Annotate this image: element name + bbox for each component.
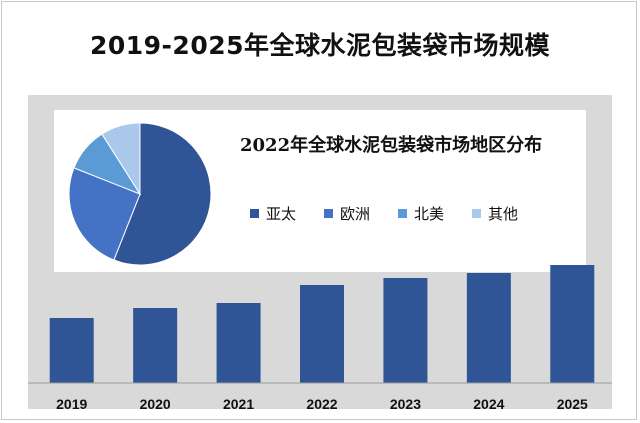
x-axis-ticks: 2019 2020 2021 2022 2023 2024 2025: [56, 396, 588, 412]
x-tick-label: 2021: [223, 396, 254, 412]
legend-swatch: [398, 209, 408, 218]
legend-label: 北美: [414, 205, 445, 223]
x-tick-label: 2022: [306, 396, 337, 412]
bar-2020: [133, 308, 178, 383]
bar-2019: [49, 318, 94, 383]
legend-item-north-america: 北美: [398, 203, 444, 224]
x-tick-label: 2025: [557, 396, 588, 412]
x-tick-label: 2023: [390, 396, 421, 412]
x-tick-label: 2024: [473, 396, 504, 412]
bar-2021: [216, 303, 261, 383]
bar-2022: [300, 285, 344, 383]
pie-chart: [68, 122, 212, 266]
pie-title: 2022年全球水泥包装袋市场地区分布: [240, 135, 543, 156]
legend-label: 其他: [488, 205, 519, 223]
bar-2025: [550, 265, 595, 383]
legend-swatch: [250, 209, 259, 218]
bar-2024: [466, 273, 511, 383]
legend-item-other: 其他: [472, 203, 518, 224]
bar-2023: [383, 278, 428, 383]
x-tick-label: 2019: [56, 396, 87, 412]
legend-swatch: [472, 209, 482, 218]
x-tick-label: 2020: [140, 396, 171, 412]
pie-slice-0: [113, 122, 212, 266]
legend-item-europe: 欧洲: [324, 203, 370, 224]
chart-title: 2019-2025年全球水泥包装袋市场规模: [89, 31, 551, 60]
legend-swatch: [324, 209, 334, 218]
legend-label: 亚太: [266, 205, 297, 223]
legend-item-asia-pacific: 亚太: [250, 203, 296, 224]
legend-label: 欧洲: [340, 205, 371, 223]
pie-legend: 亚太 欧洲 北美 其他: [250, 203, 518, 224]
pie-slice-1: [68, 167, 141, 261]
bar-series: [49, 265, 595, 383]
pie-slice-3: [101, 122, 141, 196]
